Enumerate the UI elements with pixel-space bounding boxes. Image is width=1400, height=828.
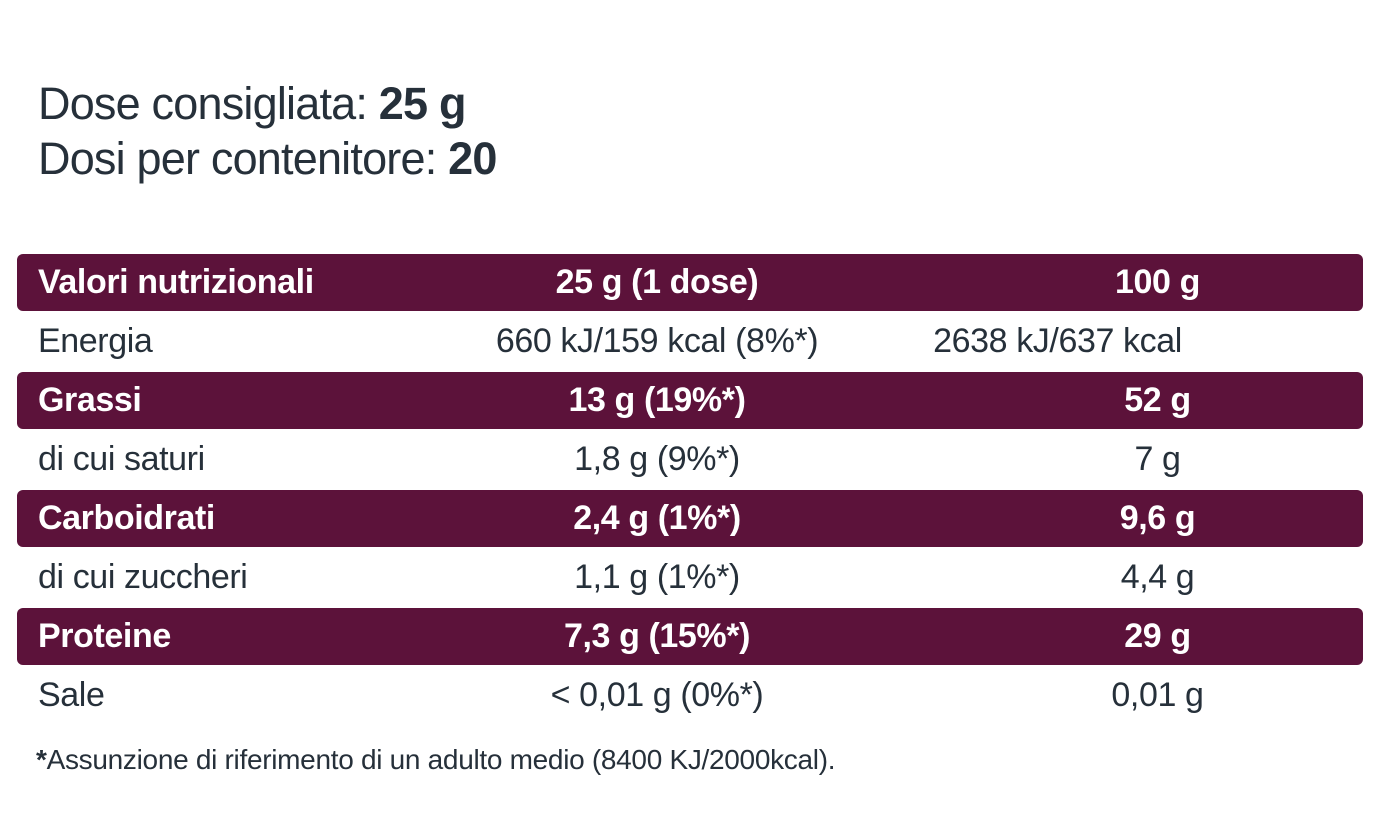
row-label: Proteine: [38, 617, 171, 655]
row-value-per-100g: 29 g: [1124, 617, 1191, 655]
table-row-proteine: Proteine 7,3 g (15%*) 29 g: [17, 608, 1363, 665]
serving-info-heading: Dose consigliata: 25 g Dosi per contenit…: [38, 76, 497, 186]
serving-size-value: 25 g: [378, 78, 467, 129]
table-header-row: Valori nutrizionali 25 g (1 dose) 100 g: [17, 254, 1363, 311]
servings-per-container-value: 20: [448, 133, 497, 184]
footnote-text: Assunzione di riferimento di un adulto m…: [46, 744, 836, 775]
table-row-zuccheri: di cui zuccheri 1,1 g (1%*) 4,4 g: [17, 548, 1363, 607]
table-row-energia: Energia 660 kJ/159 kcal (8%*) 2638 kJ/63…: [17, 312, 1363, 371]
row-value-per-dose: 13 g (19%*): [568, 381, 746, 419]
row-value-per-dose: 2,4 g (1%*): [573, 499, 741, 537]
servings-per-container-label: Dosi per contenitore:: [38, 133, 449, 184]
table-row-saturi: di cui saturi 1,8 g (9%*) 7 g: [17, 430, 1363, 489]
row-value-per-100g: 52 g: [1124, 381, 1191, 419]
column-header-per-dose: 25 g (1 dose): [555, 263, 759, 301]
serving-size-line: Dose consigliata: 25 g: [38, 76, 497, 131]
row-value-per-100g: 2638 kJ/637 kcal: [933, 322, 1182, 360]
row-value-per-100g: 7 g: [1134, 440, 1181, 478]
table-row-sale: Sale < 0,01 g (0%*) 0,01 g: [17, 666, 1363, 725]
row-label: Energia: [38, 322, 153, 360]
row-value-per-100g: 9,6 g: [1119, 499, 1196, 537]
row-value-per-100g: 0,01 g: [1111, 676, 1204, 714]
row-label: Grassi: [38, 381, 142, 419]
serving-size-label: Dose consigliata:: [38, 78, 379, 129]
row-label: di cui saturi: [38, 440, 205, 478]
column-header-per-100g: 100 g: [1115, 263, 1200, 301]
row-value-per-dose: < 0,01 g (0%*): [550, 676, 764, 714]
row-value-per-100g: 4,4 g: [1120, 558, 1195, 596]
footnote-asterisk: *: [36, 744, 47, 775]
row-label: di cui zuccheri: [38, 558, 248, 596]
row-value-per-dose: 660 kJ/159 kcal (8%*): [495, 322, 819, 360]
row-value-per-dose: 7,3 g (15%*): [563, 617, 751, 655]
reference-intake-footnote: *Assunzione di riferimento di un adulto …: [36, 744, 836, 776]
row-value-per-dose: 1,8 g (9%*): [574, 440, 740, 478]
row-label: Sale: [38, 676, 105, 714]
row-value-per-dose: 1,1 g (1%*): [574, 558, 740, 596]
nutrition-table: Valori nutrizionali 25 g (1 dose) 100 g …: [17, 253, 1363, 725]
column-header-nutrients: Valori nutrizionali: [38, 263, 314, 301]
table-row-grassi: Grassi 13 g (19%*) 52 g: [17, 372, 1363, 429]
servings-per-container-line: Dosi per contenitore: 20: [38, 131, 497, 186]
row-label: Carboidrati: [38, 499, 215, 537]
table-row-carboidrati: Carboidrati 2,4 g (1%*) 9,6 g: [17, 490, 1363, 547]
